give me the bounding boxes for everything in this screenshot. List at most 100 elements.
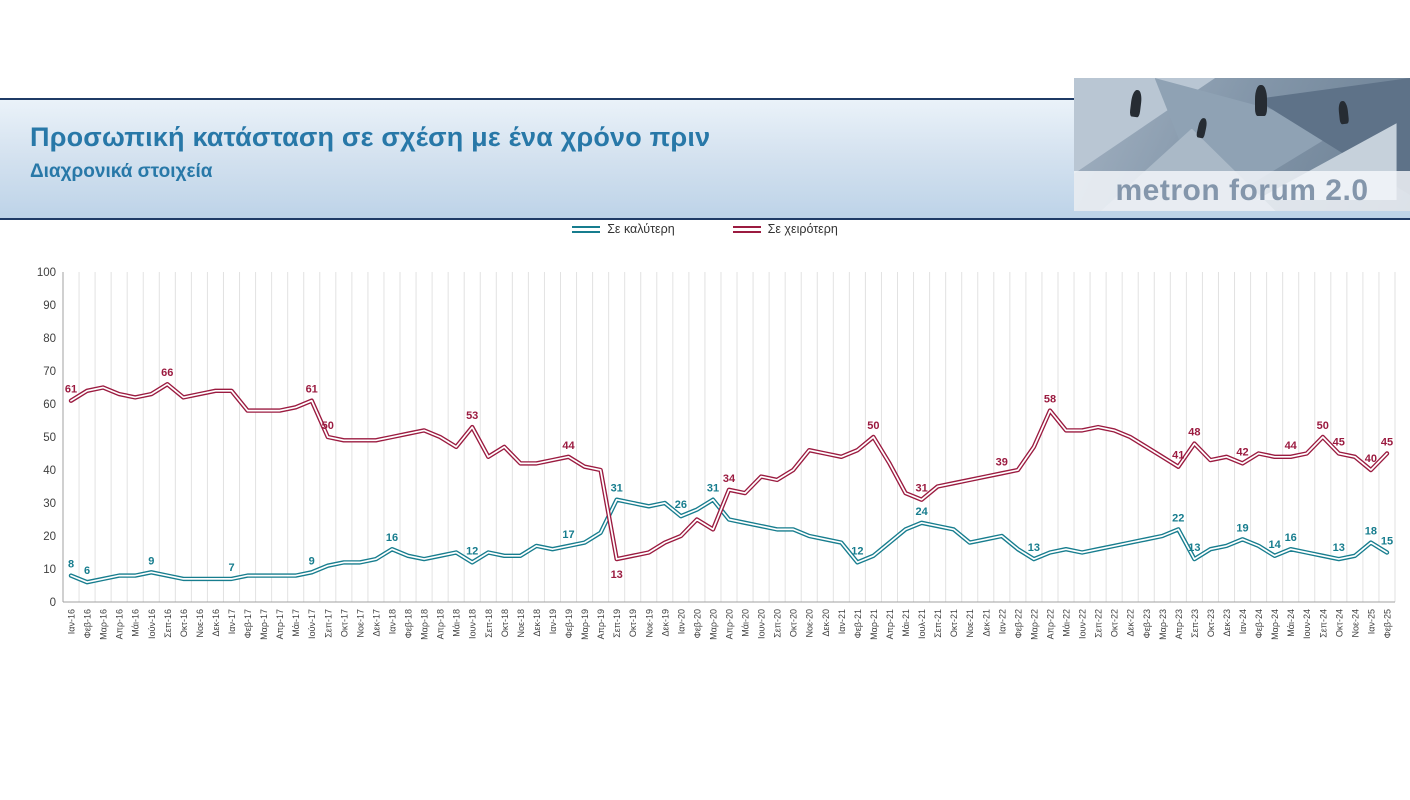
svg-text:6: 6 [84,565,90,577]
svg-text:20: 20 [43,531,56,543]
svg-text:48: 48 [1188,427,1200,439]
svg-text:14: 14 [1268,539,1281,551]
data-labels: 86 9 7 9 16 12 17 31 26 31 12 24 13 22 13 19 14 16 13 18 15 6… [65,367,1393,581]
svg-text:Ιαν-16: Ιαν-16 [67,609,77,634]
svg-text:Ιουν-24: Ιουν-24 [1302,609,1312,639]
svg-text:9: 9 [309,555,315,567]
brand-wordmark: metron forum 2.0 [1115,174,1369,207]
svg-text:Μάι-21: Μάι-21 [901,609,911,637]
svg-text:Δεκ-22: Δεκ-22 [1126,609,1136,637]
svg-text:Φεβ-25: Φεβ-25 [1383,609,1393,638]
svg-text:50: 50 [43,432,56,444]
svg-text:45: 45 [1333,437,1345,449]
x-axis-labels: Ιαν-16 Φεβ-16 Μαρ-16 Απρ-16 Μάι-16 Ιούν-16 Σεπ… [67,609,1393,640]
legend-label-better: Σε καλύτερη [607,222,675,236]
gridlines [62,272,1396,602]
svg-text:13: 13 [1028,542,1040,554]
svg-text:10: 10 [43,564,56,576]
svg-text:Σεπ-23: Σεπ-23 [1190,609,1200,638]
svg-text:Ιαν-21: Ιαν-21 [837,609,847,634]
chart-legend: Σε καλύτερη Σε χειρότερη [0,220,1410,238]
chart-section: Σε καλύτερη Σε χειρότερη 0 10 20 30 40 50 60 70… [0,78,1410,712]
svg-text:Φεβ-20: Φεβ-20 [692,609,702,638]
svg-text:Σεπ-21: Σεπ-21 [933,609,943,638]
page-title: Προσωπική κατάσταση σε σχέση με ένα χρόν… [30,122,711,152]
svg-text:Απρ-16: Απρ-16 [115,609,125,639]
svg-text:Μάι-20: Μάι-20 [741,609,751,637]
svg-text:Φεβ-19: Φεβ-19 [564,609,574,638]
svg-text:Νοε-20: Νοε-20 [805,609,815,638]
series-better-line [68,497,1390,585]
axes [62,272,1395,603]
legend-swatch-better-icon [572,225,601,233]
svg-text:Οκτ-24: Οκτ-24 [1334,609,1344,637]
svg-text:Νοε-21: Νοε-21 [965,609,975,638]
svg-text:Δεκ-21: Δεκ-21 [981,609,991,637]
page-subtitle: Διαχρονικά στοιχεία [30,161,213,182]
svg-text:Δεκ-17: Δεκ-17 [371,609,381,637]
svg-text:50: 50 [322,420,334,432]
svg-text:Μαρ-24: Μαρ-24 [1270,609,1280,640]
svg-text:61: 61 [65,384,77,396]
svg-text:Μαρ-16: Μαρ-16 [99,609,109,640]
svg-text:Σεπ-19: Σεπ-19 [612,609,622,638]
svg-text:Νοε-19: Νοε-19 [644,609,654,638]
svg-text:Σεπ-24: Σεπ-24 [1318,609,1328,638]
svg-text:Νοε-17: Νοε-17 [355,609,365,638]
svg-text:Απρ-19: Απρ-19 [596,609,606,639]
svg-text:Οκτ-21: Οκτ-21 [949,609,959,637]
svg-text:Απρ-17: Απρ-17 [275,609,285,639]
svg-text:Μάι-24: Μάι-24 [1286,609,1296,637]
svg-text:42: 42 [1236,446,1248,458]
svg-text:Φεβ-21: Φεβ-21 [853,609,863,638]
svg-text:Ιουν-18: Ιουν-18 [468,609,478,639]
svg-text:Μάι-22: Μάι-22 [1062,609,1072,637]
svg-text:41: 41 [1172,450,1184,462]
svg-text:80: 80 [43,333,56,345]
svg-text:90: 90 [43,300,56,312]
svg-text:Απρ-18: Απρ-18 [436,609,446,639]
svg-text:30: 30 [43,498,56,510]
svg-text:Φεβ-17: Φεβ-17 [243,609,253,638]
timeseries-chart: 0 10 20 30 40 50 60 70 80 90 100 Ιαν-16 Φεβ-16 Μαρ-16… [37,267,1396,640]
svg-text:Δεκ-18: Δεκ-18 [532,609,542,637]
svg-text:Μαρ-20: Μαρ-20 [709,609,719,640]
svg-text:13: 13 [1333,542,1345,554]
svg-text:Νοε-18: Νοε-18 [516,609,526,638]
svg-text:Μαρ-23: Μαρ-23 [1158,609,1168,640]
svg-text:Δεκ-20: Δεκ-20 [821,609,831,637]
svg-text:Μάι-17: Μάι-17 [291,609,301,637]
svg-text:Απρ-20: Απρ-20 [725,609,735,639]
svg-text:Ιούν-16: Ιούν-16 [147,609,157,639]
svg-text:24: 24 [915,506,928,518]
svg-text:100: 100 [37,267,56,279]
legend-swatch-worse-icon [732,225,761,233]
svg-text:Νοε-24: Νοε-24 [1350,609,1360,638]
svg-text:50: 50 [867,420,879,432]
svg-text:Ιαν-22: Ιαν-22 [997,609,1007,634]
svg-text:26: 26 [675,499,687,511]
svg-text:50: 50 [1317,420,1329,432]
svg-text:Σεπ-16: Σεπ-16 [163,609,173,638]
svg-text:Σεπ-22: Σεπ-22 [1094,609,1104,638]
svg-text:Απρ-21: Απρ-21 [885,609,895,639]
svg-text:Ιαν-24: Ιαν-24 [1238,609,1248,634]
legend-label-worse: Σε χειρότερη [767,222,838,236]
svg-text:Σεπ-18: Σεπ-18 [484,609,494,638]
svg-text:31: 31 [611,483,623,495]
svg-text:Οκτ-23: Οκτ-23 [1206,609,1216,637]
svg-text:18: 18 [1365,526,1377,538]
svg-text:61: 61 [306,384,318,396]
svg-text:Δεκ-19: Δεκ-19 [660,609,670,637]
svg-text:Ιαν-20: Ιαν-20 [676,609,686,634]
svg-text:Φεβ-24: Φεβ-24 [1254,609,1264,638]
svg-text:Ιαν-18: Ιαν-18 [388,609,398,634]
legend-item-worse: Σε χειρότερη [732,222,838,236]
svg-text:Φεβ-18: Φεβ-18 [404,609,414,638]
svg-text:Φεβ-22: Φεβ-22 [1013,609,1023,638]
svg-text:45: 45 [1381,437,1393,449]
svg-text:Ιουν-22: Ιουν-22 [1078,609,1088,639]
svg-text:Μαρ-21: Μαρ-21 [869,609,879,640]
svg-text:39: 39 [996,456,1008,468]
svg-text:Φεβ-23: Φεβ-23 [1142,609,1152,638]
